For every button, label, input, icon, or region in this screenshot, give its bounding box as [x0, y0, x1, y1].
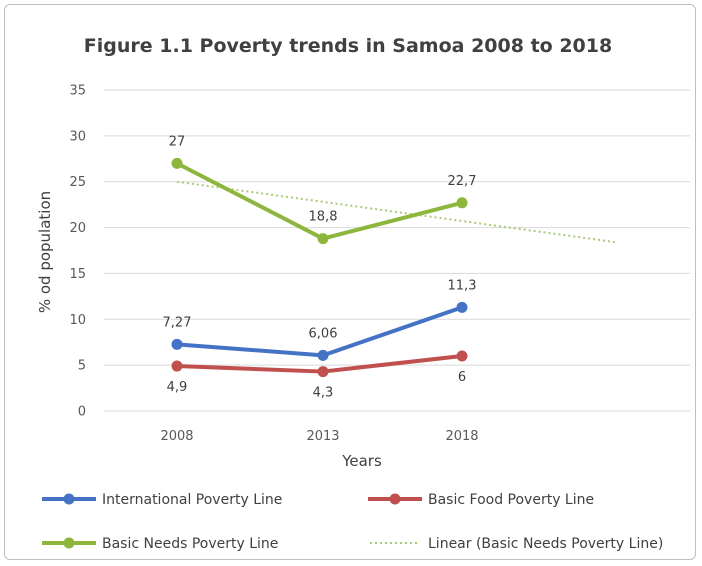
data-point-basic-food-poverty-line [456, 350, 468, 362]
series-layer [171, 157, 468, 378]
data-point-basic-food-poverty-line [171, 360, 183, 372]
chart-title: Figure 1.1 Poverty trends in Samoa 2008 … [84, 35, 612, 57]
y-axis-title: % od population [36, 191, 54, 313]
legend-marker-basic-food-poverty-line [389, 493, 401, 505]
legend: International Poverty Line Basic Food Pov… [42, 492, 663, 552]
trendline-basic-needs [176, 180, 617, 244]
legend-label: Basic Needs Poverty Line [102, 536, 278, 552]
data-label: 7,27 [163, 315, 192, 330]
y-tick-label: 0 [78, 405, 86, 420]
chart-frame [4, 4, 696, 560]
legend-marker-basic-needs-poverty-line [63, 537, 75, 549]
data-point-basic-needs-poverty-line [171, 157, 183, 169]
data-label: 4,9 [167, 380, 188, 395]
data-point-basic-needs-poverty-line [456, 197, 468, 209]
y-tick-label: 20 [69, 221, 86, 236]
data-label: 6 [458, 370, 466, 385]
data-point-international-poverty-line [317, 349, 329, 361]
data-point-basic-needs-poverty-line [317, 233, 329, 245]
x-tick-label: 2013 [306, 429, 339, 444]
y-tick-label: 10 [69, 313, 86, 328]
x-axis-title: Years [341, 452, 382, 470]
data-label-layer: 7,27 6,06 11,3 4,9 4,3 6 27 18,8 22,7 [163, 134, 477, 400]
x-tick-label: 2008 [160, 429, 193, 444]
legend-label: Linear (Basic Needs Poverty Line) [428, 536, 663, 552]
data-label: 11,3 [448, 278, 477, 293]
data-label: 22,7 [448, 174, 477, 189]
data-point-international-poverty-line [456, 301, 468, 313]
legend-label: Basic Food Poverty Line [428, 492, 594, 508]
legend-marker-international-poverty-line [63, 493, 75, 505]
legend-label: International Poverty Line [102, 492, 282, 508]
data-label: 6,06 [309, 326, 338, 341]
data-point-international-poverty-line [171, 338, 183, 350]
y-axis-ticks: 0 5 10 15 20 25 30 35 [69, 84, 86, 420]
data-point-basic-food-poverty-line [317, 366, 329, 378]
data-label: 27 [169, 134, 186, 149]
y-tick-label: 15 [69, 267, 86, 282]
y-tick-label: 30 [69, 129, 86, 144]
y-tick-label: 25 [69, 175, 86, 190]
x-axis-ticks: 2008 2013 2018 [160, 429, 478, 444]
data-label: 4,3 [313, 386, 334, 401]
y-tick-label: 35 [69, 84, 86, 99]
y-tick-label: 5 [78, 359, 86, 374]
trendline-layer [176, 180, 617, 244]
data-label: 18,8 [309, 210, 338, 225]
x-tick-label: 2018 [445, 429, 478, 444]
